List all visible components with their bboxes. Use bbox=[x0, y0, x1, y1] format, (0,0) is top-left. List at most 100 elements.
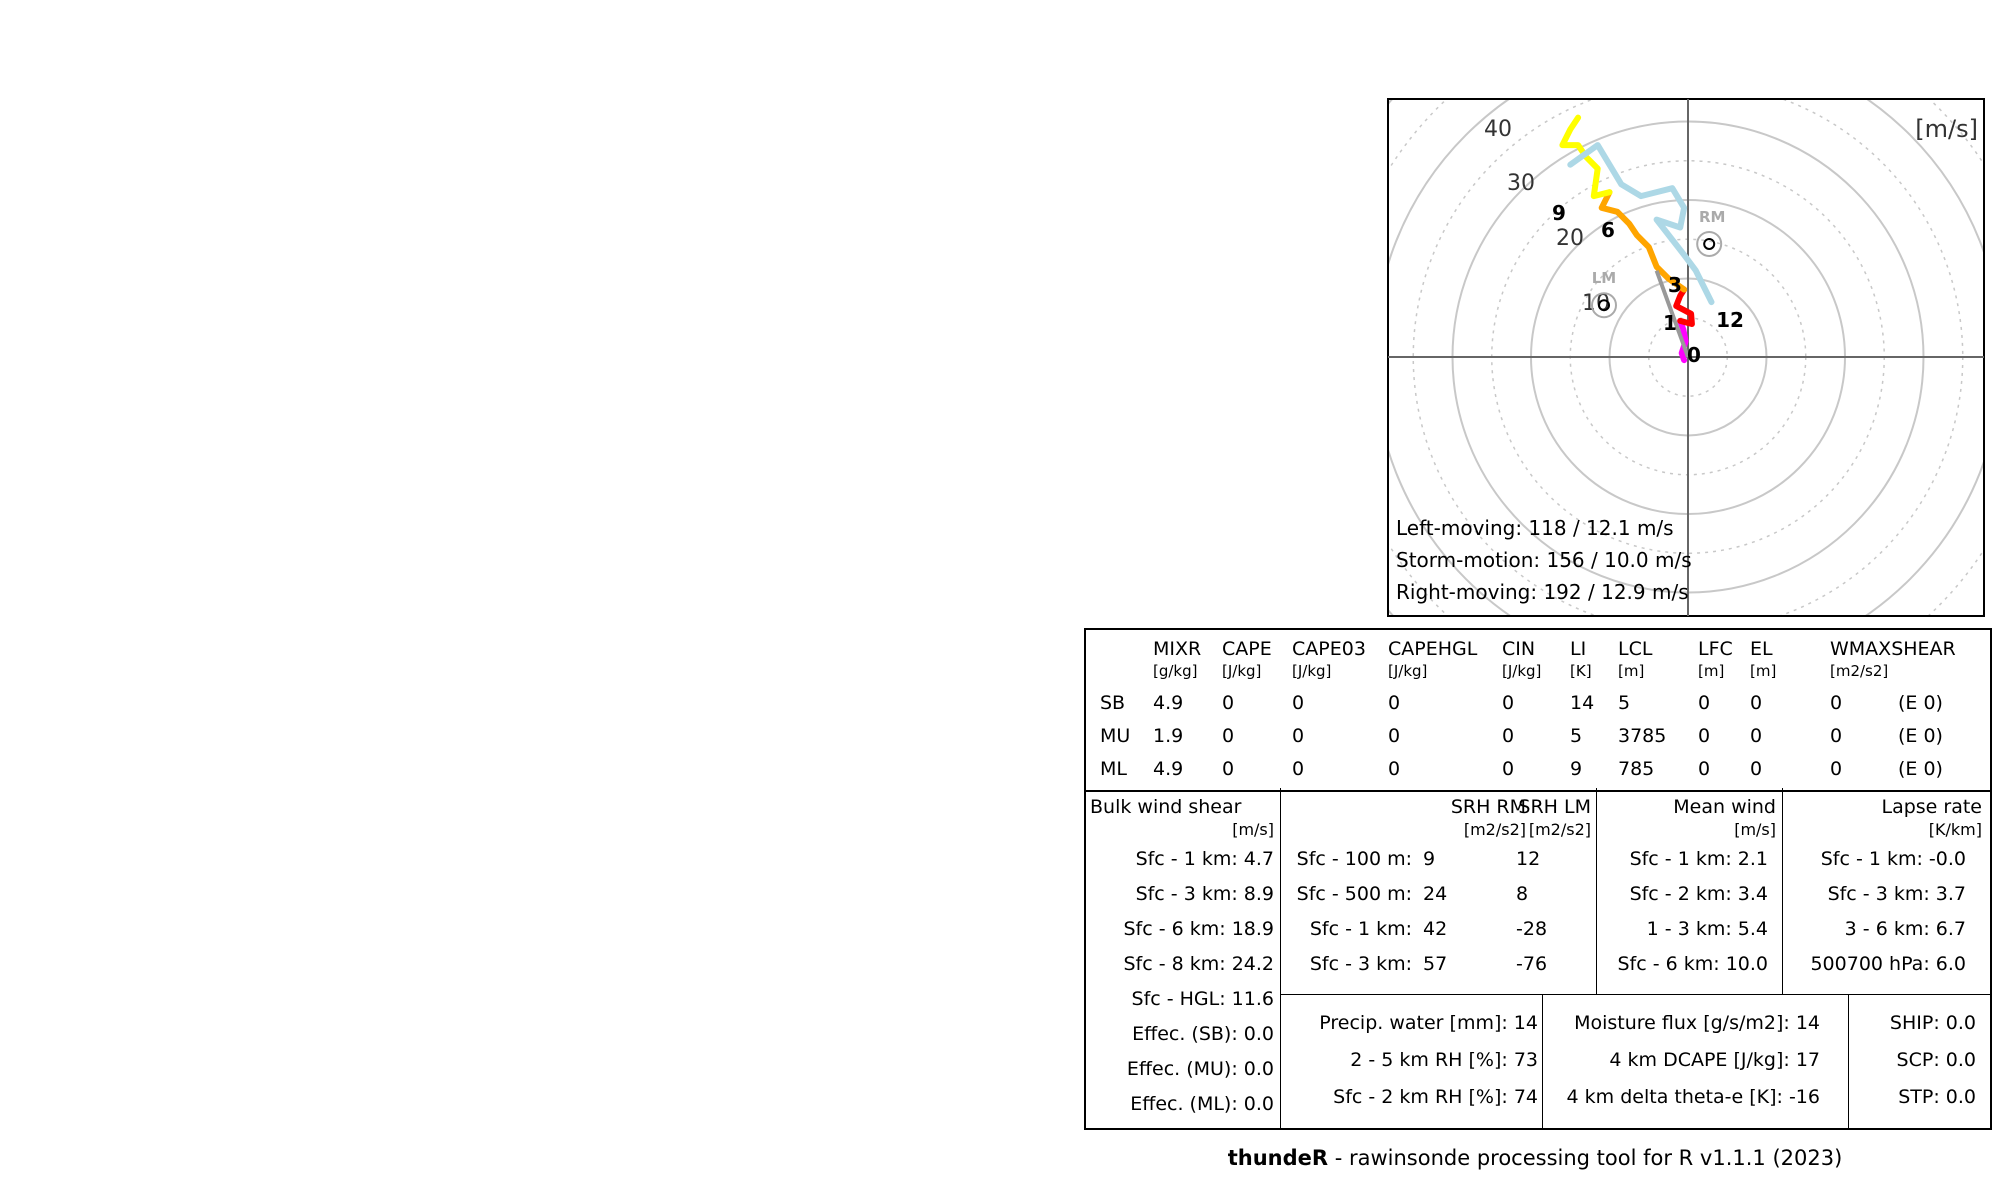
theta-e-height-label: 3 km bbox=[1316, 480, 1361, 501]
mixing-ratio-line bbox=[391, 896, 545, 1126]
param-header: WMAXSHEAR bbox=[1830, 638, 1956, 660]
lm-label: LM bbox=[1592, 269, 1617, 287]
rh-height-label: 4 km bbox=[1316, 187, 1361, 208]
mean-wind-row: Sfc - 6 km: 10.0 bbox=[1617, 953, 1768, 975]
height-label: --- 14 km bbox=[94, 251, 185, 275]
param-cell: 0 bbox=[1830, 758, 1843, 780]
srh-rm-value: 42 bbox=[1423, 918, 1448, 940]
temperature-tick-label: 10 bbox=[616, 1144, 643, 1168]
rh-x-tick-label: 20 bbox=[1126, 339, 1149, 360]
isotherm bbox=[92, 101, 479, 531]
temperature-tick-label: 30 bbox=[795, 1144, 822, 1168]
theta-e-height-label: 2 km bbox=[1316, 508, 1361, 529]
mean-wind-row: Sfc - 1 km: 2.1 bbox=[1629, 848, 1768, 870]
theta-e-x-tick-label: 245 bbox=[1081, 604, 1115, 625]
temperature-tick-label: 40 bbox=[885, 1144, 912, 1168]
param-header: CAPEHGL bbox=[1388, 638, 1478, 660]
height-label: --- 6 km bbox=[94, 750, 172, 774]
height-label: --- 1 km bbox=[94, 1019, 172, 1043]
shear-row: Effec. (SB): 0.0 bbox=[1132, 1023, 1274, 1045]
dry-adiabat bbox=[747, 101, 988, 631]
rh-height-label: sfc bbox=[1335, 299, 1361, 320]
moist-adiabat bbox=[247, 101, 471, 1107]
param-row-label: ML bbox=[1100, 758, 1127, 780]
srh-row-label: Sfc - 1 km: bbox=[1309, 918, 1412, 940]
height-label: --- 13 km bbox=[94, 318, 185, 342]
composite-row: SHIP: 0.0 bbox=[1889, 1012, 1976, 1034]
moisture-row: Precip. water [mm]: 14 bbox=[1319, 1012, 1538, 1034]
param-cell: 0 bbox=[1750, 758, 1763, 780]
srh-rm-value: 9 bbox=[1423, 848, 1436, 870]
dry-adiabat bbox=[328, 101, 666, 1126]
shear-row: Sfc - HGL: 11.6 bbox=[1131, 988, 1274, 1010]
hodograph-height-label: 6 bbox=[1601, 218, 1615, 242]
mixing-ratio-label: 4 bbox=[693, 870, 704, 891]
flux-row: 4 km delta theta-e [K]: -16 bbox=[1566, 1086, 1820, 1108]
height-label: --- 8 km bbox=[94, 636, 172, 660]
srh-row-label: Sfc - 500 m: bbox=[1296, 883, 1412, 905]
rh-height-label: 2 km bbox=[1316, 243, 1361, 264]
hodograph-ring-label: 40 bbox=[1484, 117, 1512, 142]
mean-wind-title: Mean wind bbox=[1673, 796, 1776, 818]
composite-row: SCP: 0.0 bbox=[1896, 1049, 1976, 1071]
param-header: MIXR bbox=[1153, 638, 1202, 660]
hodograph-ring-label: 10 bbox=[1582, 291, 1610, 316]
height-label: --- 4 km bbox=[94, 858, 172, 882]
composite-row: STP: 0.0 bbox=[1898, 1086, 1976, 1108]
mean-wind-unit: [m/s] bbox=[1734, 820, 1776, 839]
dry-adiabat bbox=[561, 101, 988, 997]
theta-e-height-label: 1 km bbox=[1316, 536, 1361, 557]
hgl-isotherm bbox=[360, 428, 988, 1126]
mean-wind-row: Sfc - 2 km: 3.4 bbox=[1629, 883, 1768, 905]
hodograph-1-3km-line bbox=[1673, 286, 1695, 327]
footer-text: - rawinsonde processing tool for R v1.1.… bbox=[1328, 1146, 1843, 1170]
param-cell: (E 0) bbox=[1898, 725, 1943, 747]
moist-adiabat bbox=[181, 101, 381, 1107]
param-row-label: SB bbox=[1100, 692, 1126, 714]
theta-e-x-tick-label: 345 bbox=[1315, 604, 1349, 625]
param-cell: 4.9 bbox=[1153, 692, 1184, 714]
lm-marker-ring bbox=[1591, 292, 1618, 319]
param-cell: 0 bbox=[1502, 692, 1515, 714]
srh-rm-unit: [m2/s2] bbox=[1463, 820, 1526, 839]
temperature-tick-label: -10 bbox=[433, 1144, 467, 1168]
hodograph-ring bbox=[1491, 160, 1885, 554]
theta-e-frame bbox=[1086, 363, 1368, 595]
param-cell: (E 0) bbox=[1898, 758, 1943, 780]
theta-e-height-label: 5 km bbox=[1316, 424, 1361, 445]
srh-lm-unit: [m2/s2] bbox=[1528, 820, 1591, 839]
theta-e-height-label: 6 km bbox=[1316, 396, 1361, 417]
storm-motion-arrow bbox=[1654, 269, 1690, 358]
height-label: --- Sfc (376 m) --- bbox=[94, 1077, 267, 1101]
param-cell: 0 bbox=[1222, 692, 1235, 714]
param-cell: 0 bbox=[1698, 758, 1711, 780]
lm-marker bbox=[1598, 299, 1611, 312]
rh-title: RH [%] bbox=[1200, 110, 1270, 134]
hodograph-height-label: 9 bbox=[1552, 201, 1566, 225]
theta-e-title: Theta-e [K] bbox=[1178, 375, 1291, 399]
temperature-tick-label: -30 bbox=[254, 1144, 288, 1168]
rh-x-tick-label: 40 bbox=[1170, 339, 1193, 360]
rh-height-label: 7 km bbox=[1316, 103, 1361, 124]
footer-brand: thundeR bbox=[1227, 1146, 1329, 1170]
moisture-row: 2 - 5 km RH [%]: 73 bbox=[1350, 1049, 1538, 1071]
isotherm bbox=[898, 1026, 988, 1126]
lapse-row: 3 - 6 km: 6.7 bbox=[1844, 918, 1966, 940]
param-cell: 0 bbox=[1750, 725, 1763, 747]
hodograph-3-6km-line bbox=[1598, 189, 1688, 293]
theta-e-line bbox=[1207, 367, 1260, 586]
shear-title: Bulk wind shear bbox=[1090, 796, 1242, 818]
temperature-tick-label: -40 bbox=[164, 1144, 198, 1168]
rh-height-label: 6 km bbox=[1316, 131, 1361, 152]
param-cell: 785 bbox=[1618, 758, 1655, 780]
height-label: --- 5 km bbox=[94, 804, 172, 828]
param-cell: 14 bbox=[1570, 692, 1595, 714]
srh-lm-value: 12 bbox=[1516, 848, 1541, 870]
dry-adiabat bbox=[468, 101, 938, 1126]
hodograph-ring bbox=[1648, 317, 1728, 397]
temperature-tick-label: 50 bbox=[975, 1144, 1000, 1168]
parameter-table: MIXR [g/kg] CAPE [J/kg] CAPE03 [J/kg] CAPEHGL [… bbox=[1084, 628, 1992, 792]
srh-lm-title: SRH LM bbox=[1518, 796, 1591, 818]
param-header: LCL bbox=[1618, 638, 1653, 660]
mean-wind-row: 1 - 3 km: 5.4 bbox=[1646, 918, 1768, 940]
